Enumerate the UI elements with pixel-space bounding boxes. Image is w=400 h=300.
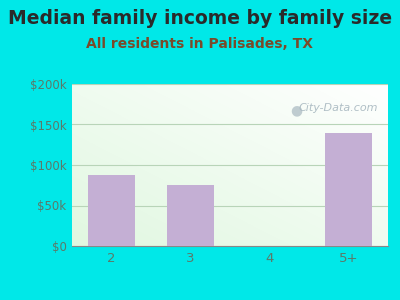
Bar [88, 175, 135, 246]
Text: Median family income by family size: Median family income by family size [8, 9, 392, 28]
Bar [167, 185, 214, 246]
Text: ●: ● [290, 103, 302, 117]
Text: City-Data.com: City-Data.com [299, 103, 378, 113]
Text: All residents in Palisades, TX: All residents in Palisades, TX [86, 38, 314, 52]
Bar [325, 133, 372, 246]
